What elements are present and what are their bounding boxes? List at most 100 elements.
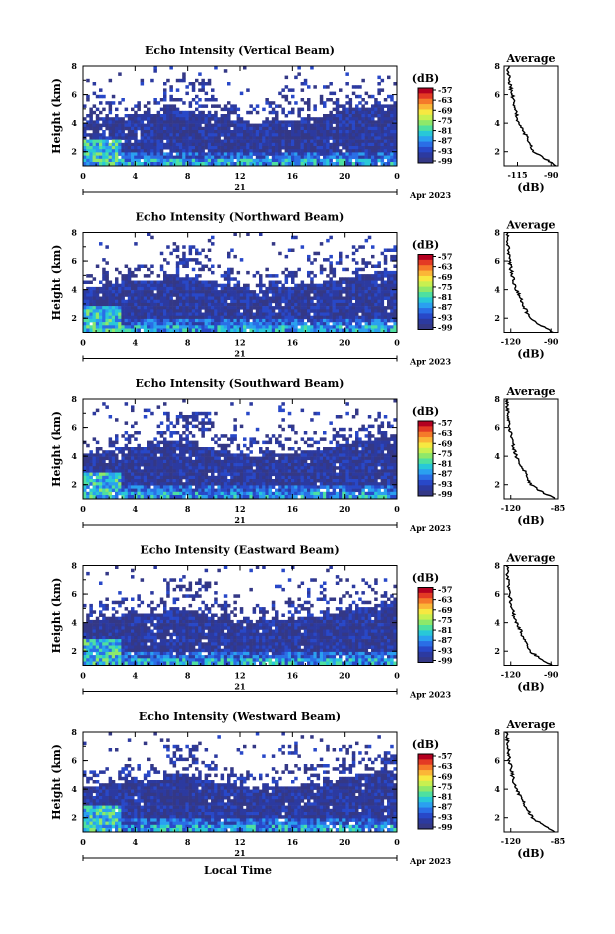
- colorbar-tick-label: -75: [438, 282, 452, 292]
- colorbar-tick-label: -93: [438, 645, 453, 655]
- colorbar-tick-label: -93: [438, 812, 453, 822]
- panel-2: Echo Intensity (Southward Beam)2468Heigh…: [50, 377, 565, 533]
- y-tick-label: 4: [71, 451, 77, 461]
- x-tick-label: 12: [234, 671, 245, 681]
- colorbar: -57-63-69-75-81-87-93-99: [418, 585, 453, 666]
- y-tick-label: 8: [71, 61, 77, 71]
- x-tick-label: 20: [339, 504, 351, 514]
- colorbar-tick-label: -57: [438, 751, 452, 761]
- x-tick-label: 12: [234, 171, 245, 181]
- x-tick-label: 0: [80, 671, 86, 681]
- heatmap-cells: [83, 732, 397, 832]
- panel-3: Echo Intensity (Eastward Beam)2468Height…: [50, 544, 559, 700]
- colorbar-tick-label: -87: [438, 302, 452, 312]
- profile-x-tick-label: -90: [544, 337, 559, 347]
- colorbar-tick-label: -81: [438, 625, 452, 635]
- colorbar: -57-63-69-75-81-87-93-99: [418, 418, 453, 499]
- colorbar-unit: (dB): [412, 572, 439, 585]
- profile-y-tick-label: 4: [494, 451, 500, 461]
- colorbar-tick-label: -75: [438, 781, 452, 791]
- x-tick-label: 12: [234, 504, 245, 514]
- profile-x-label: (dB): [517, 847, 544, 860]
- colorbar-tick-label: -63: [438, 95, 453, 105]
- colorbar-tick-label: -69: [438, 771, 453, 781]
- x-tick-label: 20: [339, 171, 351, 181]
- profile-line: [506, 566, 552, 666]
- profile-x-tick-label: -90: [544, 670, 559, 680]
- colorbar-tick-label: -87: [438, 136, 452, 146]
- date-label: Apr 2023: [409, 690, 452, 700]
- x-tick-label: 8: [185, 504, 191, 514]
- colorbar-tick-label: -75: [438, 615, 452, 625]
- profile-x-tick-label: -90: [544, 170, 559, 180]
- x-tick-label: 0: [394, 671, 400, 681]
- profile-y-tick-label: 2: [494, 646, 500, 656]
- x-tick-label: 8: [185, 837, 191, 847]
- colorbar-tick-label: -87: [438, 635, 452, 645]
- colorbar-unit: (dB): [412, 72, 439, 85]
- colorbar-tick-label: -93: [438, 479, 453, 489]
- y-tick-label: 6: [71, 756, 77, 766]
- profile-line: [506, 399, 555, 499]
- profile-y-tick-label: 4: [494, 285, 500, 295]
- x-tick-label: 20: [339, 338, 351, 348]
- date-label: Apr 2023: [409, 357, 452, 367]
- profile-title: Average: [505, 385, 555, 398]
- day-label: 21: [234, 515, 245, 525]
- colorbar-tick-label: -63: [438, 262, 453, 272]
- profile-title: Average: [505, 219, 555, 232]
- y-tick-label: 4: [71, 285, 77, 295]
- profile-y-tick-label: 8: [494, 727, 500, 737]
- y-axis-label: Height (km): [50, 744, 63, 820]
- profile-y-tick-label: 6: [494, 423, 500, 433]
- y-tick-label: 2: [71, 813, 77, 823]
- y-tick-label: 2: [71, 147, 77, 157]
- colorbar-tick-label: -81: [438, 292, 452, 302]
- colorbar-tick-label: -63: [438, 428, 453, 438]
- profile-y-tick-label: 6: [494, 589, 500, 599]
- colorbar-tick-label: -69: [438, 272, 453, 282]
- x-tick-label: 4: [133, 671, 139, 681]
- colorbar-tick-label: -99: [438, 489, 453, 499]
- profile-line: [507, 66, 556, 166]
- colorbar-tick-label: -57: [438, 418, 452, 428]
- day-label: 21: [234, 182, 245, 192]
- colorbar-tick-label: -87: [438, 469, 452, 479]
- colorbar: -57-63-69-75-81-87-93-99: [418, 751, 453, 832]
- colorbar-tick-label: -69: [438, 438, 453, 448]
- x-tick-label: 20: [339, 837, 351, 847]
- y-axis-label: Height (km): [50, 578, 63, 654]
- heatmap-cells: [83, 233, 397, 333]
- profile-title: Average: [505, 552, 555, 565]
- x-tick-label: 0: [80, 338, 86, 348]
- x-tick-label: 0: [80, 171, 86, 181]
- y-tick-label: 8: [71, 394, 77, 404]
- profile-x-tick-label: -120: [501, 337, 521, 347]
- profile-y-tick-label: 2: [494, 813, 500, 823]
- x-tick-label: 16: [287, 837, 299, 847]
- y-tick-label: 2: [71, 313, 77, 323]
- colorbar-tick-label: -57: [438, 585, 452, 595]
- heatmap-cells: [83, 566, 397, 666]
- day-label: 21: [234, 349, 245, 359]
- profile-title: Average: [505, 52, 555, 65]
- profile-x-tick-label: -120: [501, 503, 521, 513]
- profile-y-tick-label: 8: [494, 61, 500, 71]
- y-tick-label: 6: [71, 90, 77, 100]
- profile-frame: [504, 66, 558, 166]
- colorbar-tick-label: -99: [438, 323, 453, 333]
- panel-0: Echo Intensity (Vertical Beam)2468Height…: [50, 44, 559, 200]
- colorbar-unit: (dB): [412, 239, 439, 252]
- profile-y-tick-label: 4: [494, 618, 500, 628]
- colorbar-tick-label: -99: [438, 656, 453, 666]
- colorbar-tick-label: -69: [438, 105, 453, 115]
- colorbar-unit: (dB): [412, 405, 439, 418]
- x-tick-label: 16: [287, 504, 299, 514]
- x-tick-label: 0: [394, 338, 400, 348]
- x-tick-label: 4: [133, 171, 139, 181]
- x-tick-label: 12: [234, 837, 245, 847]
- panel-title: Echo Intensity (Northward Beam): [136, 211, 345, 224]
